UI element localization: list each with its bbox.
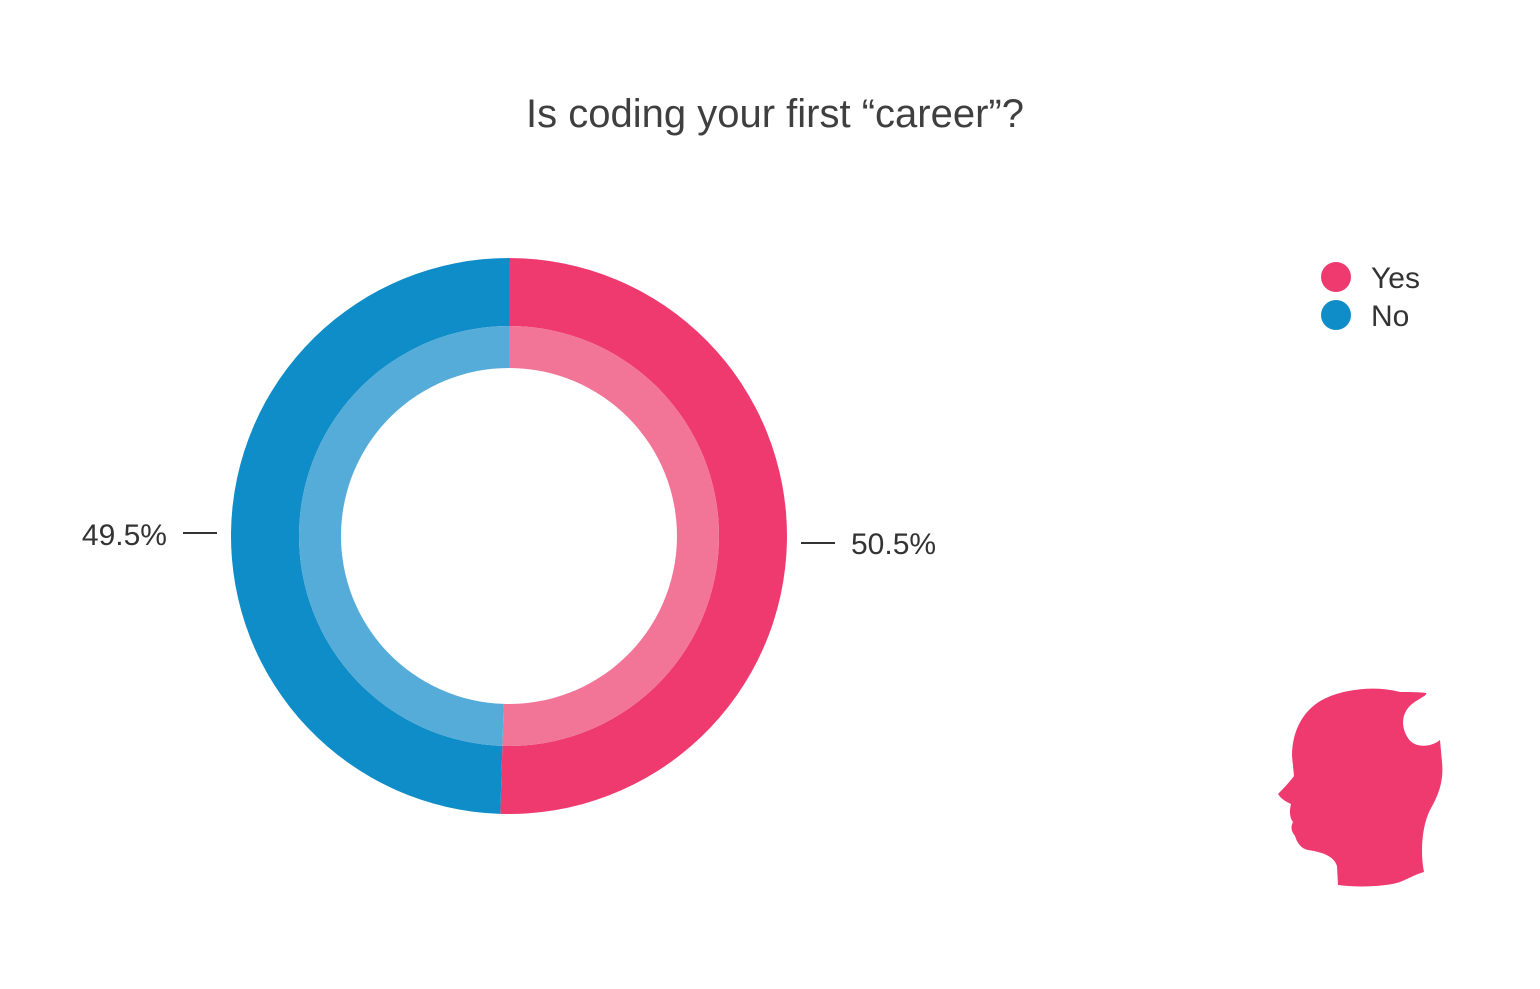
legend: Yes No (1321, 262, 1420, 333)
head-silhouette-icon (1278, 688, 1443, 887)
donut-inner-ring (299, 326, 720, 746)
slice-inner-no (299, 326, 509, 746)
legend-label-yes: Yes (1371, 262, 1420, 295)
data-label-no: 49.5% (82, 519, 167, 552)
data-label-yes: 50.5% (851, 528, 936, 561)
legend-marker-yes (1321, 262, 1351, 292)
slice-outer-no (230, 258, 510, 814)
slice-inner-yes (502, 326, 720, 746)
legend-label-no: No (1371, 300, 1409, 333)
slice-outer-yes (500, 258, 787, 814)
donut-outer-ring (230, 258, 787, 814)
chart-title: Is coding your first “career”? (526, 92, 1024, 136)
legend-marker-no (1321, 300, 1351, 330)
